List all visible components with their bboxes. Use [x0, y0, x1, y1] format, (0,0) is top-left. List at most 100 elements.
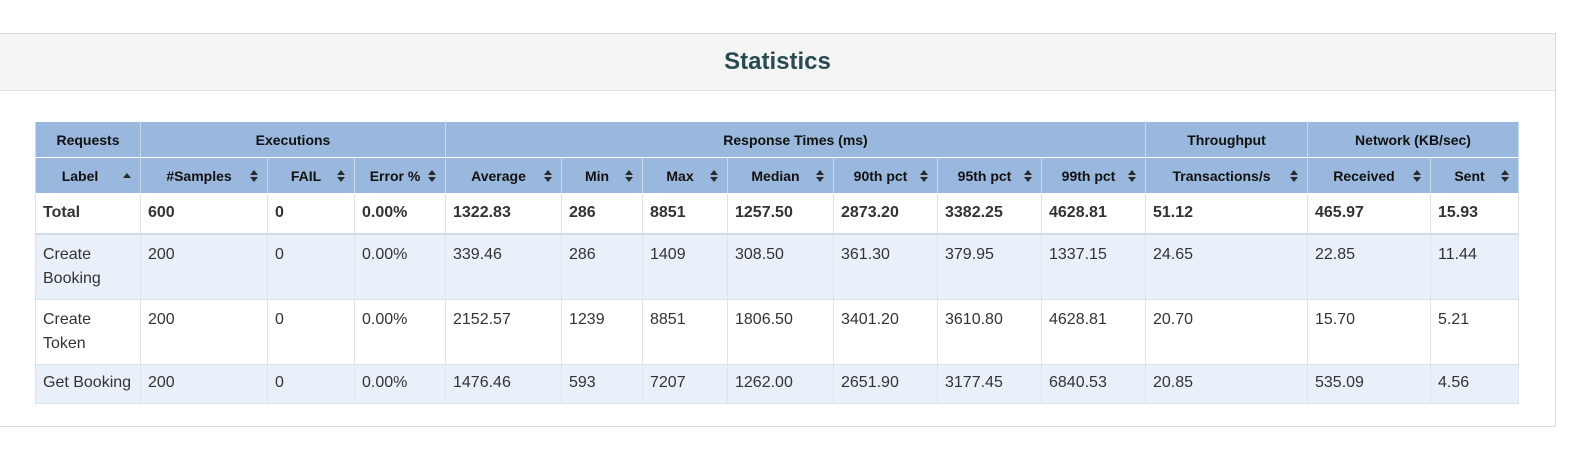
- group-header-response-times: Response Times (ms): [445, 121, 1146, 158]
- table-cell: 6840.53: [1041, 364, 1146, 404]
- column-header-label: Error %: [369, 167, 421, 184]
- sort-icon[interactable]: [544, 169, 552, 182]
- table-cell: Total: [35, 193, 141, 235]
- sort-icon[interactable]: [1024, 169, 1032, 182]
- table-cell: 1806.50: [727, 299, 834, 365]
- table-cell: 7207: [642, 364, 728, 404]
- group-header-requests: Requests: [35, 121, 141, 158]
- group-header-network: Network (KB/sec): [1306, 121, 1520, 158]
- sort-icon[interactable]: [428, 169, 436, 182]
- table-body: Total 600 0 0.00% 1322.83 286 8851 1257.50 2873.…: [35, 193, 1520, 404]
- column-header-average[interactable]: Average: [445, 157, 562, 194]
- table-cell: 2651.90: [833, 364, 938, 404]
- table-cell: 1476.46: [445, 364, 562, 404]
- total-row: Total 600 0 0.00% 1322.83 286 8851 1257.50 2873.…: [35, 193, 1520, 235]
- column-header-row: Label #Samples FAIL Error % Average Min Max Med…: [35, 157, 1520, 194]
- sort-icon[interactable]: [625, 169, 633, 182]
- table-cell: 0.00%: [354, 233, 446, 300]
- table-cell: 0: [267, 364, 355, 404]
- table-cell: 200: [140, 364, 268, 404]
- table-cell: 20.70: [1145, 299, 1308, 365]
- sort-icon[interactable]: [250, 169, 258, 182]
- column-header-label: Max: [666, 167, 694, 184]
- column-header-min[interactable]: Min: [561, 157, 643, 194]
- group-header-throughput: Throughput: [1145, 121, 1308, 158]
- column-header-max[interactable]: Max: [642, 157, 728, 194]
- table-cell: 593: [561, 364, 643, 404]
- table-cell: 535.09: [1307, 364, 1431, 404]
- table-cell: 2873.20: [833, 193, 938, 235]
- sort-icon[interactable]: [1501, 169, 1510, 182]
- table-cell: 465.97: [1307, 193, 1431, 235]
- column-header-label: 95th pct: [957, 167, 1012, 184]
- table-cell: 339.46: [445, 233, 562, 300]
- column-header-samples[interactable]: #Samples: [140, 157, 268, 194]
- table-cell: 1257.50: [727, 193, 834, 235]
- group-header-row: Requests Executions Response Times (ms) …: [35, 121, 1520, 158]
- sort-icon[interactable]: [337, 169, 345, 182]
- table-cell: 0.00%: [354, 364, 446, 404]
- column-header-label[interactable]: Label: [35, 157, 141, 194]
- table-cell: 1239: [561, 299, 643, 365]
- table-cell: 1262.00: [727, 364, 834, 404]
- table-cell: 22.85: [1307, 233, 1431, 300]
- table-cell: Create Booking: [35, 233, 141, 300]
- table-cell: 3401.20: [833, 299, 938, 365]
- column-header-transactions-s[interactable]: Transactions/s: [1145, 157, 1308, 194]
- table-cell: 51.12: [1145, 193, 1308, 235]
- sort-icon[interactable]: [710, 169, 718, 182]
- sort-icon[interactable]: [816, 169, 824, 182]
- table-cell: 286: [561, 233, 643, 300]
- column-header-90th-pct[interactable]: 90th pct: [833, 157, 938, 194]
- sort-ascending-icon[interactable]: [123, 170, 131, 182]
- table-cell: 2152.57: [445, 299, 562, 365]
- sort-icon[interactable]: [1128, 169, 1136, 182]
- column-header-label: 90th pct: [853, 167, 908, 184]
- column-header-95th-pct[interactable]: 95th pct: [937, 157, 1042, 194]
- column-header-label: Label: [61, 167, 99, 184]
- table-cell: 24.65: [1145, 233, 1308, 300]
- column-header-label: Transactions/s: [1172, 167, 1271, 184]
- table-cell: 15.70: [1307, 299, 1431, 365]
- column-header-median[interactable]: Median: [727, 157, 834, 194]
- table-cell: 0: [267, 299, 355, 365]
- group-header-executions: Executions: [140, 121, 446, 158]
- table-cell: 0: [267, 233, 355, 300]
- table-cell: 200: [140, 233, 268, 300]
- statistics-table: Requests Executions Response Times (ms) …: [35, 121, 1520, 404]
- table-cell: 600: [140, 193, 268, 235]
- sort-icon[interactable]: [1290, 169, 1298, 182]
- table-cell: 3610.80: [937, 299, 1042, 365]
- table-cell: Create Token: [35, 299, 141, 365]
- table-cell: Get Booking: [35, 364, 141, 404]
- column-header-label: 99th pct: [1061, 167, 1116, 184]
- column-header-sent[interactable]: Sent: [1429, 157, 1520, 194]
- sort-icon[interactable]: [920, 169, 928, 182]
- column-header-label: Median: [751, 167, 800, 184]
- table-cell: 1337.15: [1041, 233, 1146, 300]
- table-cell: 4628.81: [1041, 193, 1146, 235]
- table-cell: 0.00%: [354, 193, 446, 235]
- table-cell: 11.44: [1429, 233, 1520, 300]
- column-header-fail[interactable]: FAIL: [267, 157, 355, 194]
- table-cell: 4628.81: [1041, 299, 1146, 365]
- sort-icon[interactable]: [1413, 169, 1421, 182]
- table-cell: 1409: [642, 233, 728, 300]
- table-cell: 0.00%: [354, 299, 446, 365]
- table-row: Get Booking 200 0 0.00% 1476.46 593 7207 1262.0…: [35, 364, 1520, 404]
- column-header-error[interactable]: Error %: [354, 157, 446, 194]
- table-cell: 361.30: [833, 233, 938, 300]
- table-cell: 4.56: [1429, 364, 1520, 404]
- column-header-received[interactable]: Received: [1307, 157, 1431, 194]
- column-header-99th-pct[interactable]: 99th pct: [1041, 157, 1146, 194]
- statistics-panel: Statistics Requests Executions Response …: [0, 33, 1556, 427]
- panel-title: Statistics: [724, 48, 831, 75]
- column-header-label: #Samples: [166, 167, 232, 184]
- table-cell: 3382.25: [937, 193, 1042, 235]
- column-header-label: Average: [471, 167, 526, 184]
- table-cell: 8851: [642, 299, 728, 365]
- table-cell: 5.21: [1429, 299, 1520, 365]
- table-cell: 20.85: [1145, 364, 1308, 404]
- panel-heading: Statistics: [0, 34, 1555, 91]
- column-header-label: Sent: [1454, 167, 1485, 184]
